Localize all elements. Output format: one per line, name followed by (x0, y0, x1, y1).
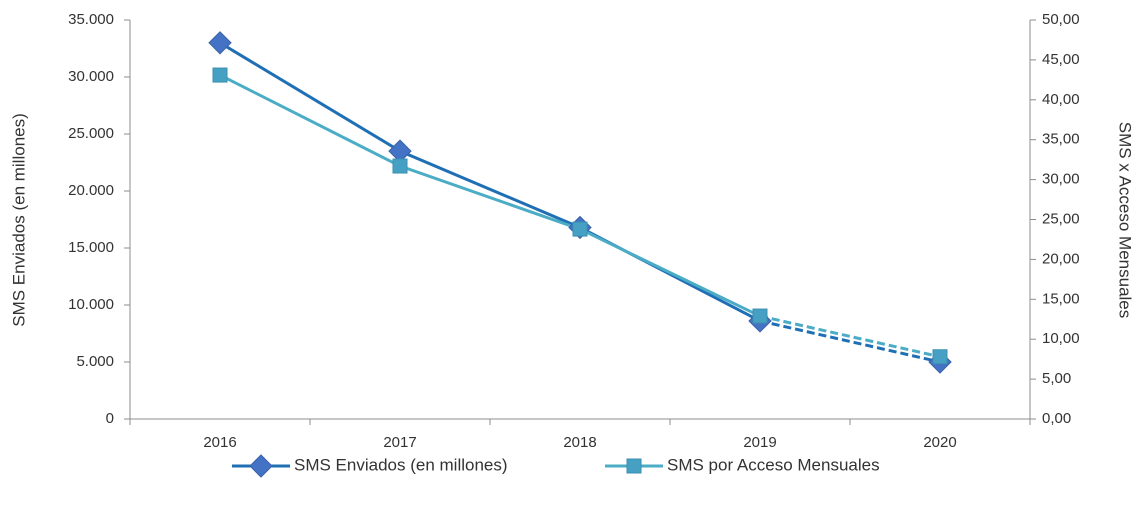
y-tick-label: 25.000 (68, 125, 114, 142)
y2-tick-label: 30,00 (1042, 171, 1080, 188)
y-axis-label: SMS Enviados (en millones) (9, 113, 28, 327)
y-tick-label: 20.000 (68, 182, 114, 199)
x-tick-label: 2017 (383, 434, 416, 451)
x-tick-label: 2016 (203, 434, 236, 451)
y2-tick-label: 20,00 (1042, 250, 1080, 267)
series-line-dashed (759, 319, 941, 364)
point (932, 349, 948, 365)
y-tick-label: 10.000 (68, 296, 114, 313)
legend-label: SMS por Acceso Mensuales (667, 455, 880, 474)
point (212, 67, 228, 83)
point (572, 221, 588, 237)
y-tick-label: 5.000 (76, 353, 114, 370)
legend-label: SMS Enviados (en millones) (294, 455, 508, 474)
point (752, 308, 768, 324)
y-tick-label: 15.000 (68, 239, 114, 256)
y2-tick-label: 15,00 (1042, 290, 1080, 307)
y2-axis-label: SMS x Acceso Mensuales (1116, 122, 1135, 319)
y2-tick-label: 45,00 (1042, 51, 1080, 68)
legend-marker (249, 454, 273, 478)
series-line (219, 41, 761, 323)
point (392, 158, 408, 174)
legend-marker (626, 458, 642, 474)
point (208, 31, 232, 55)
x-tick-label: 2018 (563, 434, 596, 451)
y-tick-label: 0 (106, 410, 114, 427)
y2-tick-label: 0,00 (1042, 410, 1071, 427)
y2-tick-label: 35,00 (1042, 131, 1080, 148)
y2-tick-label: 40,00 (1042, 91, 1080, 108)
x-tick-label: 2019 (743, 434, 776, 451)
y2-tick-label: 10,00 (1042, 330, 1080, 347)
x-tick-label: 2020 (923, 434, 956, 451)
series-line (219, 73, 761, 318)
y2-tick-label: 50,00 (1042, 11, 1080, 28)
y-tick-label: 35.000 (68, 11, 114, 28)
y-tick-label: 30.000 (68, 68, 114, 85)
series-line-dashed (759, 314, 941, 359)
y2-tick-label: 5,00 (1042, 370, 1071, 387)
y2-tick-label: 25,00 (1042, 210, 1080, 227)
